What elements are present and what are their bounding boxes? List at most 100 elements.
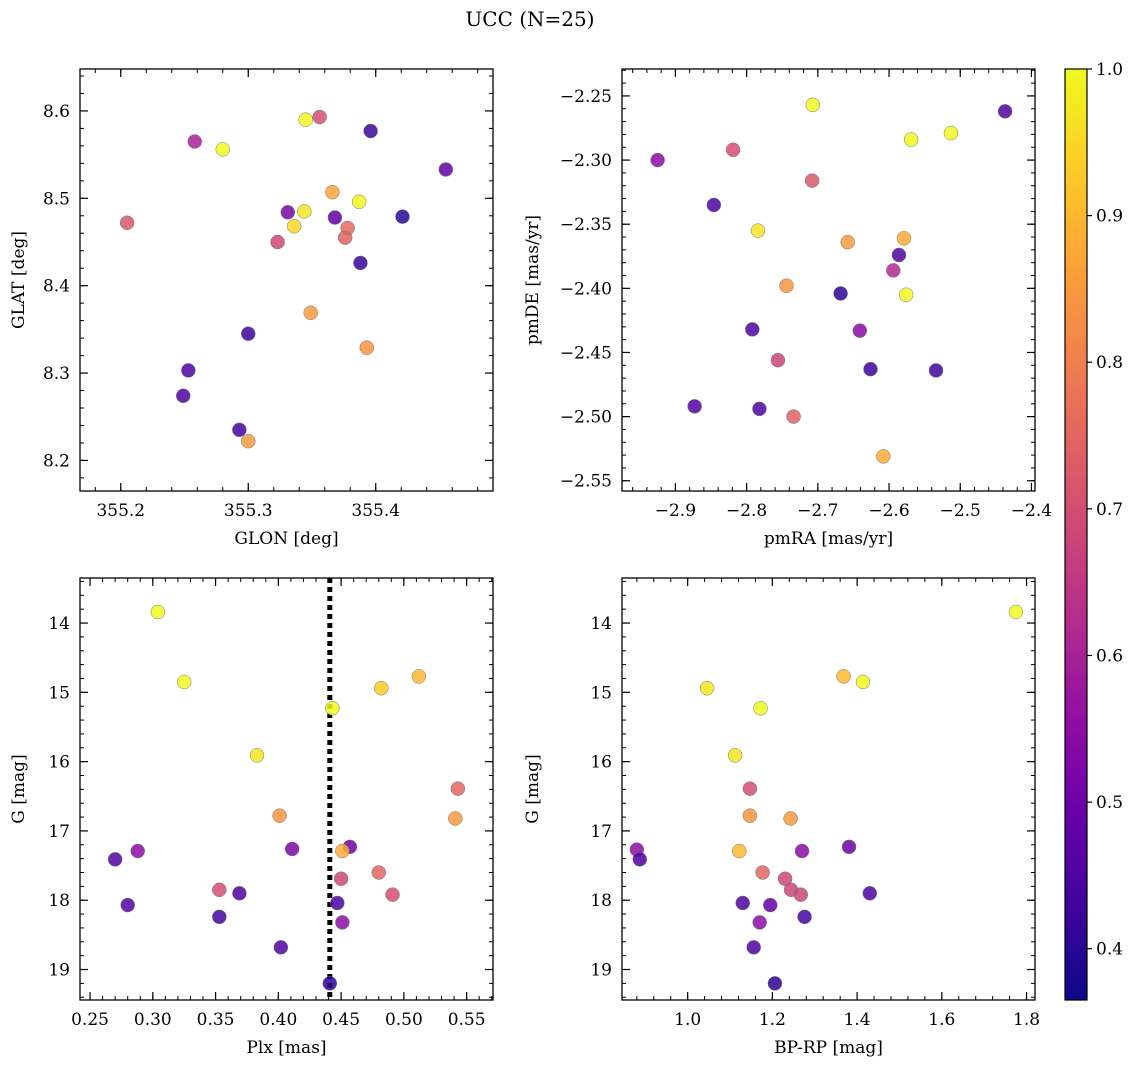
y-tick-label: 18	[590, 891, 612, 911]
y-tick-label: −2.35	[560, 215, 612, 235]
scatter-point	[898, 287, 914, 303]
y-tick-label: 18	[48, 891, 70, 911]
y-tick-label: 17	[590, 822, 612, 842]
scatter-point	[150, 604, 166, 620]
axes-frame	[621, 68, 1036, 492]
colorbar: 0.4 0.5 0.6 0.7 0.8 0.9 1.0	[1064, 60, 1123, 1001]
y-tick-label: 19	[48, 961, 70, 981]
y-tick-label: −2.50	[560, 408, 612, 428]
scatter-point	[797, 909, 812, 925]
scatter-point	[312, 109, 327, 125]
scatter-point	[273, 940, 289, 955]
axis-ticks	[80, 578, 493, 1000]
panel-4: 1.0 1.2 1.4 1.6 1.8 14 15 16 17 18 19 BP-RP [mag] G …	[523, 577, 1040, 1058]
scatter-point	[745, 322, 760, 337]
y-tick-label: 8.6	[43, 102, 70, 122]
y-tick-label: −2.45	[560, 343, 612, 363]
x-tick-label: 0.30	[134, 1010, 172, 1030]
scatter-point	[876, 449, 891, 464]
scatter-point	[763, 897, 778, 913]
scatter-point	[438, 162, 454, 177]
y-tick-label: 19	[590, 961, 612, 981]
y-tick-label: −2.25	[560, 87, 612, 107]
scatter-point	[650, 152, 665, 168]
scatter-point	[632, 852, 648, 867]
axis-ticks	[622, 578, 1035, 1000]
y-tick-label: −2.55	[560, 472, 612, 492]
scatter-point	[783, 811, 798, 826]
y-tick-label: −2.40	[560, 279, 612, 299]
scatter-point	[450, 781, 466, 796]
colorbar-tick-label: 0.5	[1096, 793, 1123, 813]
scatter-point	[411, 669, 427, 684]
scatter-point	[176, 388, 191, 404]
scatter-point	[767, 976, 783, 991]
scatter-point	[770, 352, 786, 368]
scatter-point	[286, 219, 302, 234]
scatter-point	[841, 839, 857, 855]
scatter-point	[385, 887, 400, 902]
scatter-point	[270, 234, 285, 250]
axis-ticks	[622, 69, 1035, 491]
scatter-point	[891, 247, 907, 263]
scatter-point	[805, 97, 821, 113]
scatter-point	[753, 701, 768, 716]
scatter-point	[371, 865, 387, 880]
colorbar-tick-label: 1.0	[1096, 60, 1123, 80]
scatter-point	[187, 134, 202, 149]
scatter-point	[786, 409, 801, 424]
y-tick-label: 14	[590, 614, 612, 634]
scatter-point	[322, 976, 338, 991]
scatter-point	[325, 184, 340, 200]
x-tick-label: 0.35	[197, 1010, 235, 1030]
scatter-point	[284, 841, 300, 857]
scatter-point	[840, 234, 855, 250]
x-tick-label: −2.8	[726, 501, 767, 521]
axes-frame	[79, 577, 494, 1001]
scatter-point	[752, 401, 767, 417]
y-tick-label: 15	[48, 683, 70, 703]
scatter-point	[303, 305, 318, 321]
scatter-point	[232, 886, 247, 901]
scatter-point	[280, 205, 296, 220]
scatter-point	[107, 852, 123, 867]
y-tick-label: 8.4	[43, 277, 70, 297]
scatter-point	[395, 209, 410, 224]
y-axis-label: G [mag]	[9, 754, 29, 823]
y-axis-label: pmDE [mas/yr]	[523, 215, 543, 345]
scatter-point	[833, 286, 848, 301]
scatter-point	[297, 204, 312, 219]
x-axis-label: pmRA [mas/yr]	[764, 529, 893, 549]
x-tick-label: 1.0	[674, 1010, 701, 1030]
x-tick-label: 0.55	[448, 1010, 486, 1030]
x-tick-label: 1.4	[844, 1010, 871, 1030]
colorbar-tick-label: 0.6	[1096, 646, 1123, 666]
axes-frame	[621, 577, 1036, 1001]
x-tick-label: 0.25	[71, 1010, 109, 1030]
x-axis-label: BP-RP [mag]	[774, 1038, 883, 1058]
y-tick-label: 15	[590, 683, 612, 703]
scatter-point	[215, 142, 231, 157]
scatter-point	[732, 843, 747, 859]
scatter-point	[852, 323, 868, 338]
scatter-point	[755, 865, 770, 880]
scatter-point	[241, 433, 256, 449]
y-tick-label: 16	[48, 753, 70, 773]
x-tick-label: 0.50	[385, 1010, 423, 1030]
y-axis-label: GLAT [deg]	[9, 231, 29, 329]
x-tick-label: −2.4	[1011, 501, 1052, 521]
x-tick-label: −2.7	[797, 501, 838, 521]
data-points	[629, 604, 1024, 991]
colorbar-tick-label: 0.9	[1096, 207, 1123, 227]
scatter-point	[120, 897, 135, 913]
scatter-point	[448, 811, 463, 826]
scatter-point	[181, 363, 196, 378]
scatter-point	[903, 132, 919, 147]
x-tick-label: −2.9	[655, 501, 696, 521]
colorbar-tick-label: 0.8	[1096, 353, 1123, 373]
scatter-point	[943, 125, 959, 141]
scatter-point	[742, 808, 758, 823]
colorbar-ticks: 0.4 0.5 0.6 0.7 0.8 0.9 1.0	[1087, 60, 1123, 960]
scatter-point	[742, 781, 758, 796]
